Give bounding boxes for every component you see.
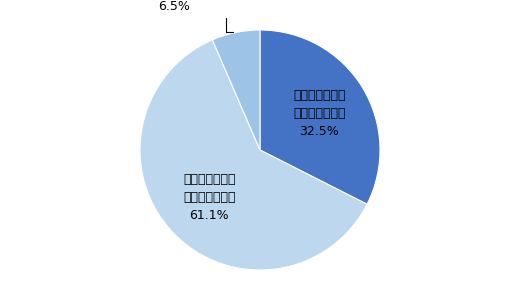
Wedge shape <box>140 40 367 270</box>
Wedge shape <box>212 30 260 150</box>
Text: 親と話し合った
ことが［ある］
32.5%: 親と話し合った ことが［ある］ 32.5% <box>293 89 346 138</box>
Text: 親と話し合ったことは［ない］が、
別の家族と話し合ったことが［ある］」
6.5%: 親と話し合ったことは［ない］が、 別の家族と話し合ったことが［ある］」 6.5% <box>158 0 293 32</box>
Text: 親と話し合った
ことが［ない］
61.1%: 親と話し合った ことが［ない］ 61.1% <box>183 173 236 222</box>
Wedge shape <box>260 30 380 204</box>
